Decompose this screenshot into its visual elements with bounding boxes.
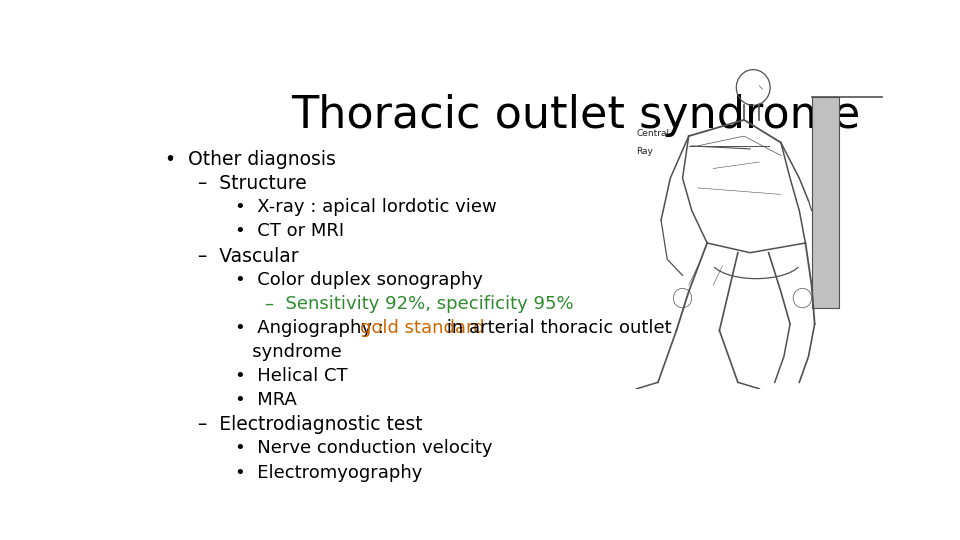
Text: •  CT or MRI: • CT or MRI xyxy=(235,222,345,240)
Text: •  Other diagnosis: • Other diagnosis xyxy=(165,150,335,169)
Text: Thoracic outlet syndrome: Thoracic outlet syndrome xyxy=(291,94,860,137)
Text: syndrome: syndrome xyxy=(235,343,342,361)
Text: •  X-ray : apical lordotic view: • X-ray : apical lordotic view xyxy=(235,198,497,217)
Bar xyxy=(811,97,839,308)
Text: –  Vascular: – Vascular xyxy=(198,246,299,266)
Text: •  Color duplex sonography: • Color duplex sonography xyxy=(235,271,483,288)
Text: Central: Central xyxy=(636,129,670,138)
Text: –  Structure: – Structure xyxy=(198,174,307,193)
Text: in arterial thoracic outlet: in arterial thoracic outlet xyxy=(441,319,671,337)
Text: •  Electromyography: • Electromyography xyxy=(235,463,422,482)
Text: gold standard: gold standard xyxy=(360,319,485,337)
Text: •  MRA: • MRA xyxy=(235,391,298,409)
Text: •  Angiography :: • Angiography : xyxy=(235,319,390,337)
Text: –  Electrodiagnostic test: – Electrodiagnostic test xyxy=(198,415,422,434)
Text: •  Helical CT: • Helical CT xyxy=(235,367,348,385)
Text: Ray: Ray xyxy=(636,147,654,156)
Text: –  Sensitivity 92%, specificity 95%: – Sensitivity 92%, specificity 95% xyxy=(265,295,574,313)
Text: •  Nerve conduction velocity: • Nerve conduction velocity xyxy=(235,440,492,457)
